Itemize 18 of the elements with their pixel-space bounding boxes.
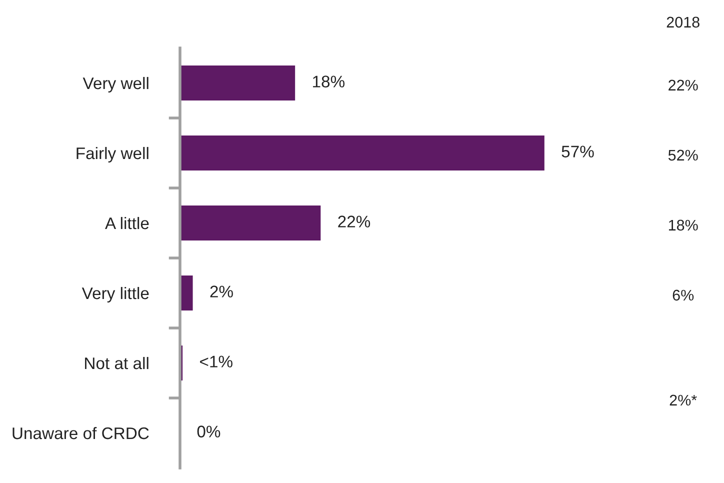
data-label: 22% (338, 216, 370, 228)
y-tick-label: Very little (82, 286, 149, 302)
y-tick-label: Not at all (85, 356, 148, 370)
text: 22% (668, 80, 698, 91)
data-label: 2% (210, 286, 233, 298)
text: 2018 (666, 16, 700, 28)
data-label: 18% (313, 76, 345, 88)
data-label: <1% (200, 356, 232, 368)
text: 18% (668, 220, 698, 231)
data-label: 0% (197, 426, 220, 438)
data-label: 57% (562, 146, 594, 158)
text: 52% (668, 150, 698, 161)
y-tick-label: Fairly well (76, 146, 148, 162)
y-tick-label: Very well (82, 76, 148, 92)
y-tick-label: A little (105, 216, 149, 230)
y-tick-label: Unaware of CRDC (12, 426, 149, 440)
text: 2%* (670, 394, 697, 406)
text: 6% (672, 290, 694, 301)
